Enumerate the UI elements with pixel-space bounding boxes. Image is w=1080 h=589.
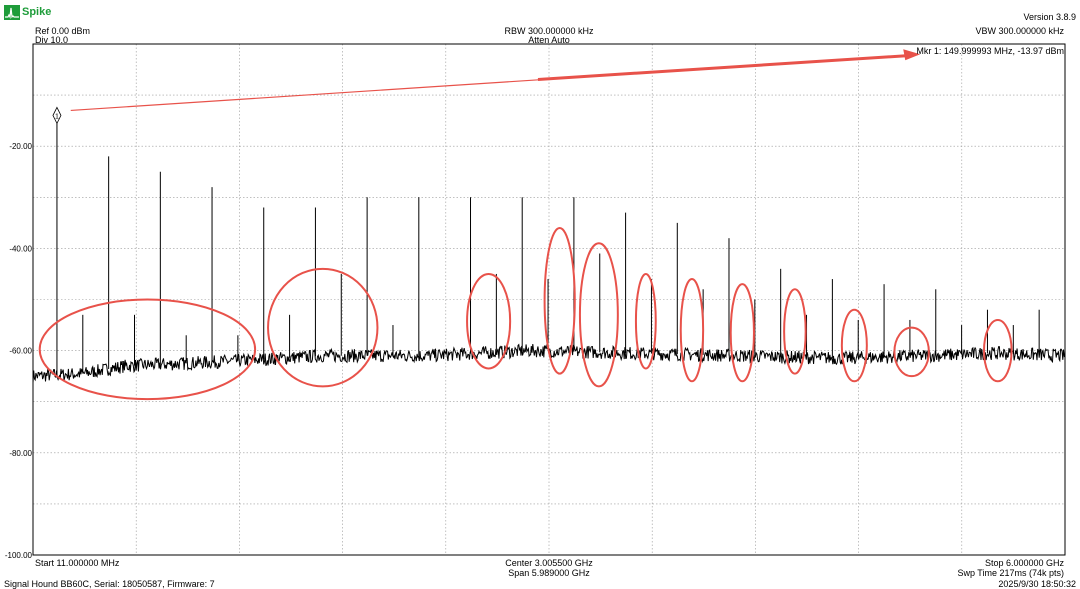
marker-readout: Mkr 1: 149.999993 MHz, -13.97 dBm <box>916 46 1064 56</box>
marker-number: 1 <box>55 113 59 120</box>
atten-label[interactable]: Atten Auto <box>528 35 570 45</box>
annotation-arrow-head <box>903 49 921 61</box>
device-info: Signal Hound BB60C, Serial: 18050587, Fi… <box>4 579 215 589</box>
rbw-label[interactable]: RBW 300.000000 kHz <box>504 26 594 36</box>
highlight-ellipse <box>38 298 257 401</box>
timestamp: 2025/9/30 18:50:32 <box>998 579 1076 589</box>
waveform-icon <box>4 4 20 20</box>
app-logo-text: Spike <box>22 6 52 18</box>
ref-level-label[interactable]: Ref 0.00 dBm <box>35 26 91 36</box>
stop-freq-label[interactable]: Stop 6.000000 GHz <box>984 558 1064 568</box>
y-tick-label: -20.00 <box>9 142 32 151</box>
highlight-ellipse <box>983 318 1013 383</box>
marker-diamond-icon <box>52 106 62 125</box>
y-tick-label: -100.00 <box>5 551 33 560</box>
vbw-label[interactable]: VBW 300.000000 kHz <box>975 26 1064 36</box>
div-label[interactable]: Div 10.0 <box>35 35 69 45</box>
highlight-ellipse <box>543 226 576 375</box>
highlight-ellipse <box>783 288 807 375</box>
y-tick-label: -40.00 <box>9 244 32 253</box>
sweep-time-label[interactable]: Swp Time 217ms (74k pts) <box>957 568 1064 578</box>
annotation-arrow-thick <box>537 54 907 82</box>
y-tick-label: -80.00 <box>9 449 32 458</box>
spike-logo: Spike <box>4 4 51 20</box>
start-freq-label[interactable]: Start 11.000000 MHz <box>35 558 120 568</box>
span-label[interactable]: Span 5.989000 GHz <box>508 568 590 578</box>
version-label: Version 3.8.9 <box>1023 12 1076 22</box>
highlight-ellipse <box>729 283 755 383</box>
highlight-ellipse <box>267 267 379 388</box>
plot-frame <box>32 43 1066 556</box>
highlight-ellipse <box>634 272 657 370</box>
center-freq-label[interactable]: Center 3.005500 GHz <box>505 558 593 568</box>
y-tick-label: -60.00 <box>9 347 32 356</box>
highlight-ellipse <box>840 308 868 383</box>
highlight-ellipse <box>466 272 512 370</box>
highlight-ellipse <box>679 278 705 383</box>
highlight-ellipse <box>893 326 930 378</box>
highlight-ellipse <box>578 242 619 388</box>
